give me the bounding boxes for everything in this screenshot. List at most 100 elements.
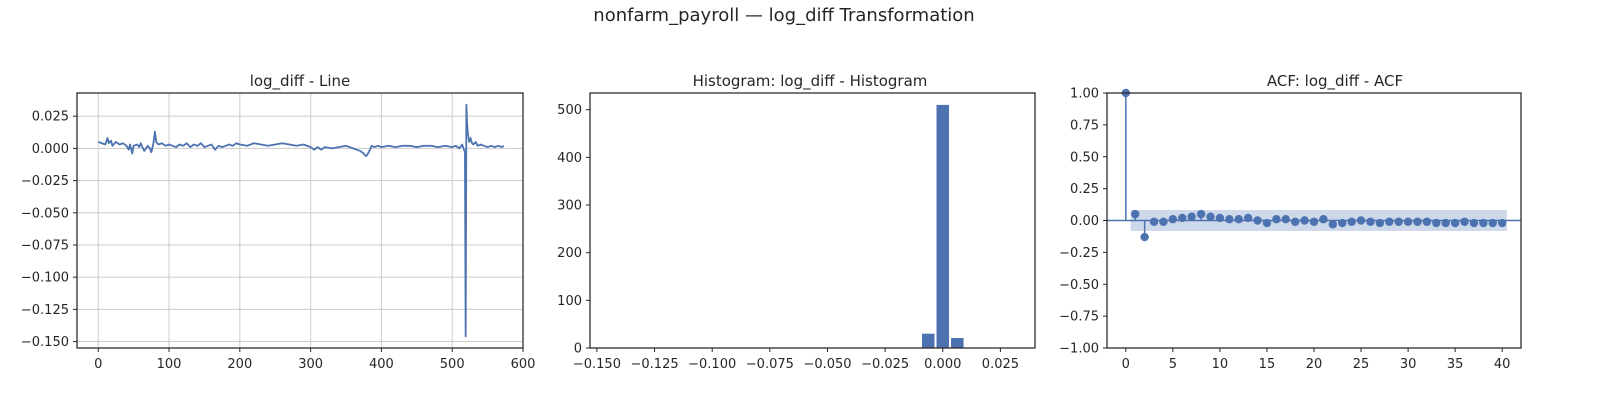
y-tick-label-1-1: 100 xyxy=(557,294,582,309)
acf-point-9 xyxy=(1206,212,1215,221)
x-tick-label-1-1: −0.125 xyxy=(631,357,679,372)
acf-panel: ACF: log_diff - ACF 0 5 10 15 20 25 30 35 40 1.00… xyxy=(1059,72,1522,372)
y-tick-label-2-6: −0.50 xyxy=(1059,278,1099,293)
acf-point-24 xyxy=(1347,217,1356,226)
x-tick-label-1-0: −0.150 xyxy=(573,357,621,372)
y-tick-label-0-6: −0.125 xyxy=(21,303,69,318)
acf-point-21 xyxy=(1319,215,1328,224)
log-diff-series-line xyxy=(97,103,505,338)
x-tick-label-1-2: −0.100 xyxy=(688,357,736,372)
acf-title: ACF: log_diff - ACF xyxy=(1267,72,1403,91)
acf-point-23 xyxy=(1338,218,1347,228)
y-tick-label-1-5: 500 xyxy=(557,103,582,118)
y-tick-label-1-2: 200 xyxy=(557,246,582,261)
x-tick-label-2-0: 0 xyxy=(1122,357,1130,372)
acf-point-11 xyxy=(1225,215,1234,224)
acf-point-26 xyxy=(1366,217,1375,226)
acf-point-36 xyxy=(1460,217,1469,226)
x-tick-label-0-0: 0 xyxy=(94,357,102,372)
x-tick-label-0-4: 400 xyxy=(369,357,394,372)
x-tick-label-2-5: 25 xyxy=(1353,357,1370,372)
y-tick-label-0-7: −0.150 xyxy=(21,335,69,350)
y-tick-label-2-5: −0.25 xyxy=(1059,246,1099,261)
x-tick-label-2-1: 5 xyxy=(1169,357,1177,372)
x-tick-label-2-8: 40 xyxy=(1494,357,1511,372)
acf-point-37 xyxy=(1469,218,1479,228)
acf-point-29 xyxy=(1394,217,1403,226)
acf-point-17 xyxy=(1281,215,1290,224)
x-tick-label-0-1: 100 xyxy=(157,357,182,372)
acf-point-32 xyxy=(1422,217,1432,226)
y-tick-label-2-1: 0.75 xyxy=(1070,118,1099,133)
y-tick-label-0-1: 0.000 xyxy=(32,142,69,157)
acf-point-15 xyxy=(1262,218,1272,228)
x-tick-label-2-4: 20 xyxy=(1306,357,1323,372)
acf-point-6 xyxy=(1178,213,1187,223)
acf-point-18 xyxy=(1290,217,1300,226)
x-tick-label-1-7: 0.025 xyxy=(982,357,1019,372)
acf-point-10 xyxy=(1215,213,1225,223)
acf-point-27 xyxy=(1375,218,1385,228)
x-tick-label-2-2: 10 xyxy=(1212,357,1229,372)
y-tick-label-0-2: −0.025 xyxy=(21,174,69,189)
x-tick-label-1-5: −0.025 xyxy=(861,357,909,372)
y-tick-label-1-3: 300 xyxy=(557,199,582,214)
y-tick-label-0-0: 0.025 xyxy=(32,110,69,125)
histogram-bar-0 xyxy=(921,333,935,348)
y-tick-label-2-4: 0.00 xyxy=(1070,214,1099,229)
y-tick-label-0-4: −0.075 xyxy=(21,238,69,253)
x-tick-label-1-3: −0.075 xyxy=(746,357,794,372)
plot-frame-0 xyxy=(76,92,524,349)
acf-point-19 xyxy=(1300,216,1309,225)
acf-point-25 xyxy=(1356,216,1366,225)
y-tick-label-2-7: −0.75 xyxy=(1059,310,1099,325)
y-tick-label-2-8: −1.00 xyxy=(1059,342,1099,357)
x-tick-label-0-6: 600 xyxy=(511,357,536,372)
x-tick-label-0-3: 300 xyxy=(298,357,323,372)
acf-point-40 xyxy=(1497,218,1507,228)
x-tick-label-1-4: −0.050 xyxy=(803,357,851,372)
acf-point-31 xyxy=(1413,217,1422,226)
plot-frame-2 xyxy=(1106,92,1522,349)
acf-point-30 xyxy=(1403,217,1413,226)
x-tick-label-2-7: 35 xyxy=(1447,357,1464,372)
histogram-bar-2 xyxy=(951,337,964,348)
x-tick-label-2-6: 30 xyxy=(1400,357,1417,372)
acf-point-7 xyxy=(1187,212,1196,221)
acf-point-8 xyxy=(1196,209,1206,219)
y-tick-label-2-3: 0.25 xyxy=(1070,182,1099,197)
acf-point-12 xyxy=(1234,215,1243,224)
acf-point-1 xyxy=(1131,209,1140,219)
acf-point-39 xyxy=(1488,218,1497,228)
y-tick-label-2-2: 0.50 xyxy=(1070,150,1099,165)
acf-point-34 xyxy=(1441,218,1450,228)
acf-point-4 xyxy=(1159,217,1168,226)
acf-point-16 xyxy=(1272,215,1281,224)
x-tick-label-0-2: 200 xyxy=(227,357,252,372)
acf-point-28 xyxy=(1385,217,1394,226)
y-tick-label-0-5: −0.100 xyxy=(21,271,69,286)
line-chart-panel: log_diff - Line 0 100 200 300 400 500 600 0.025… xyxy=(21,72,536,372)
acf-point-38 xyxy=(1479,218,1488,228)
x-tick-label-1-6: 0.000 xyxy=(924,357,961,372)
histogram-panel: Histogram: log_diff - Histogram −0.150 −0… xyxy=(557,72,1036,372)
x-tick-label-2-3: 15 xyxy=(1259,357,1276,372)
acf-point-35 xyxy=(1450,218,1460,228)
acf-point-20 xyxy=(1309,217,1319,226)
acf-point-2 xyxy=(1140,232,1149,242)
y-tick-label-2-0: 1.00 xyxy=(1070,87,1099,102)
acf-point-13 xyxy=(1243,213,1253,223)
y-tick-label-1-4: 400 xyxy=(557,151,582,166)
acf-point-22 xyxy=(1328,220,1338,229)
acf-point-33 xyxy=(1432,218,1441,228)
figure-title: nonfarm_payroll — log_diff Transformatio… xyxy=(593,5,974,26)
acf-point-14 xyxy=(1253,216,1262,225)
acf-point-5 xyxy=(1168,215,1178,224)
y-tick-label-0-3: −0.050 xyxy=(21,206,69,221)
acf-point-3 xyxy=(1149,217,1159,226)
plot-frame-1 xyxy=(589,92,1036,349)
histogram-bar-1 xyxy=(936,104,950,348)
x-tick-label-0-5: 500 xyxy=(440,357,465,372)
